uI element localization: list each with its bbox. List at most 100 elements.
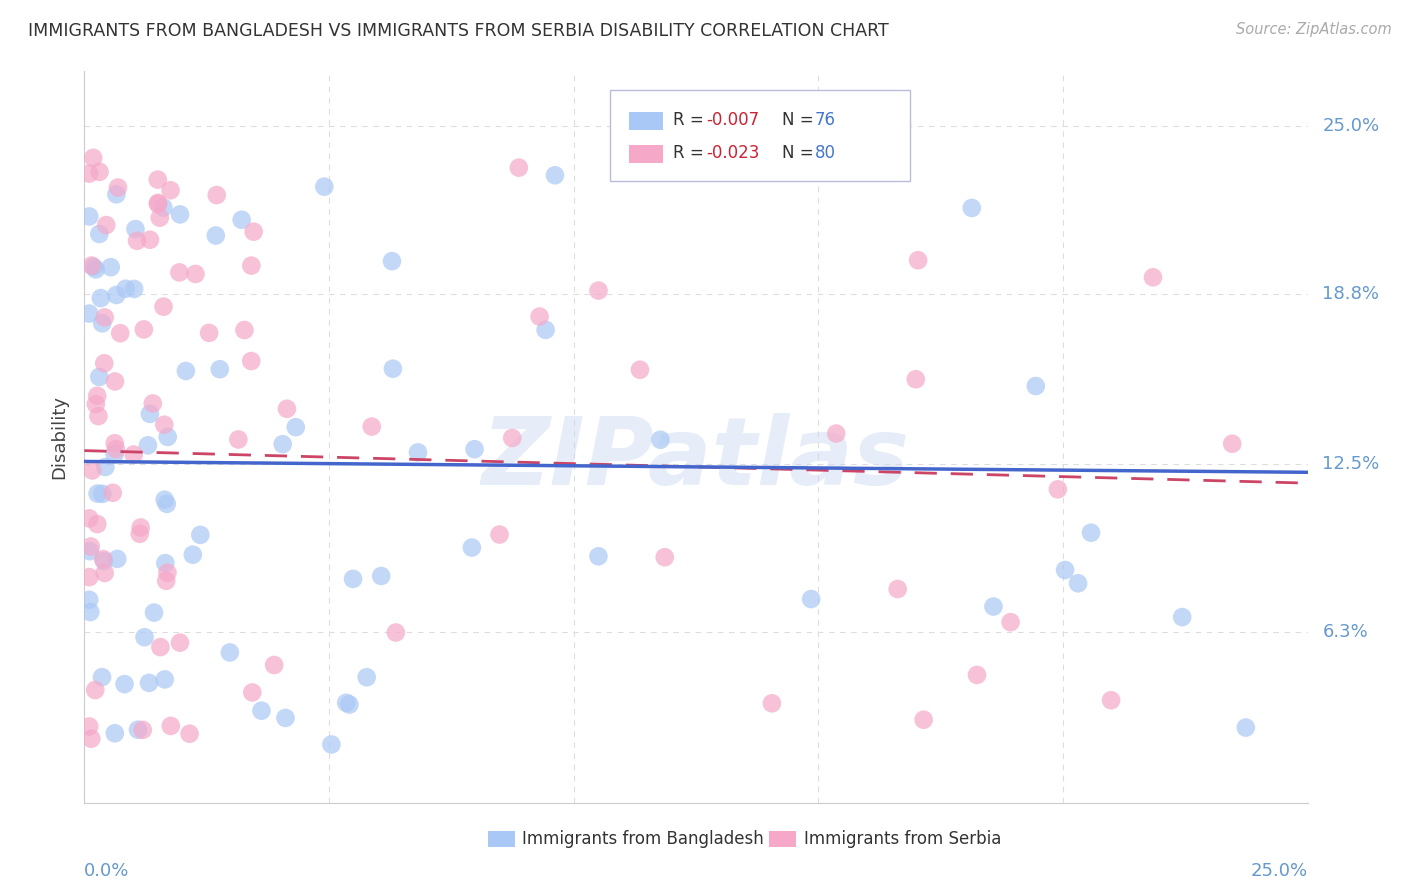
Point <box>960 201 983 215</box>
Text: 25.0%: 25.0% <box>1322 117 1379 135</box>
Point <box>77 307 100 321</box>
Text: N =: N = <box>782 145 818 162</box>
Text: -0.007: -0.007 <box>706 112 759 129</box>
Point <box>370 569 392 583</box>
Point <box>105 552 128 566</box>
Point <box>82 260 104 274</box>
Point <box>263 658 285 673</box>
Point <box>105 288 128 302</box>
Point <box>93 310 115 325</box>
Point <box>204 228 226 243</box>
Point <box>89 165 111 179</box>
Point <box>86 486 108 500</box>
Point <box>231 212 253 227</box>
Point <box>84 683 107 698</box>
Point <box>1234 721 1257 735</box>
Point <box>91 487 114 501</box>
Point <box>84 262 107 277</box>
Point <box>1080 525 1102 540</box>
Text: 25.0%: 25.0% <box>1250 863 1308 880</box>
Point <box>152 201 174 215</box>
Point <box>146 197 169 211</box>
Point <box>321 738 343 752</box>
Point <box>800 592 823 607</box>
Point <box>1025 379 1047 393</box>
Point <box>628 362 651 376</box>
Point <box>77 210 100 224</box>
Point <box>250 704 273 718</box>
Bar <box>628 145 664 163</box>
Point <box>149 640 172 654</box>
Text: R =: R = <box>672 112 709 129</box>
Point <box>314 179 336 194</box>
Point <box>153 492 176 507</box>
Point <box>356 670 378 684</box>
Point <box>1046 483 1069 497</box>
Point <box>276 401 298 416</box>
Point <box>107 180 129 194</box>
Point <box>1054 563 1077 577</box>
Point <box>84 397 107 411</box>
Point <box>156 497 179 511</box>
Point <box>143 606 166 620</box>
Point <box>77 592 100 607</box>
Point <box>342 572 364 586</box>
Point <box>1220 436 1243 450</box>
Point <box>77 167 100 181</box>
Point <box>825 426 848 441</box>
Point <box>508 161 530 175</box>
Point <box>1099 693 1122 707</box>
Point <box>169 265 191 279</box>
Point <box>544 168 567 182</box>
Point <box>149 211 172 225</box>
Point <box>104 375 127 389</box>
Bar <box>628 112 664 130</box>
Point <box>104 447 127 461</box>
Point <box>91 316 114 330</box>
Point <box>134 630 156 644</box>
Point <box>179 727 201 741</box>
FancyBboxPatch shape <box>610 90 910 181</box>
Point <box>240 685 263 699</box>
Point <box>82 463 104 477</box>
Text: 6.3%: 6.3% <box>1322 624 1368 641</box>
Text: -0.023: -0.023 <box>706 145 759 162</box>
Point <box>904 372 927 386</box>
Point <box>159 719 181 733</box>
Point <box>132 322 155 336</box>
Point <box>174 364 197 378</box>
Point <box>80 540 103 554</box>
Point <box>110 326 132 341</box>
Point <box>89 370 111 384</box>
Point <box>79 544 101 558</box>
Point <box>87 409 110 423</box>
Point <box>128 526 150 541</box>
Point <box>650 433 672 447</box>
Point <box>159 183 181 197</box>
Point <box>139 407 162 421</box>
Point <box>125 234 148 248</box>
Point <box>169 635 191 649</box>
Point <box>156 566 179 580</box>
Point <box>488 527 510 541</box>
Point <box>114 677 136 691</box>
Point <box>122 282 145 296</box>
Point <box>271 437 294 451</box>
Y-axis label: Disability: Disability <box>51 395 69 479</box>
Point <box>198 326 221 340</box>
Point <box>188 528 211 542</box>
Point <box>91 552 114 566</box>
Point <box>122 448 145 462</box>
Point <box>124 222 146 236</box>
Point <box>534 323 557 337</box>
Point <box>82 151 104 165</box>
Point <box>588 284 610 298</box>
Point <box>77 719 100 733</box>
Point <box>101 485 124 500</box>
Text: 80: 80 <box>814 145 835 162</box>
Point <box>184 267 207 281</box>
Text: N =: N = <box>782 112 818 129</box>
Point <box>91 670 114 684</box>
Point <box>588 549 610 564</box>
Point <box>93 554 115 568</box>
